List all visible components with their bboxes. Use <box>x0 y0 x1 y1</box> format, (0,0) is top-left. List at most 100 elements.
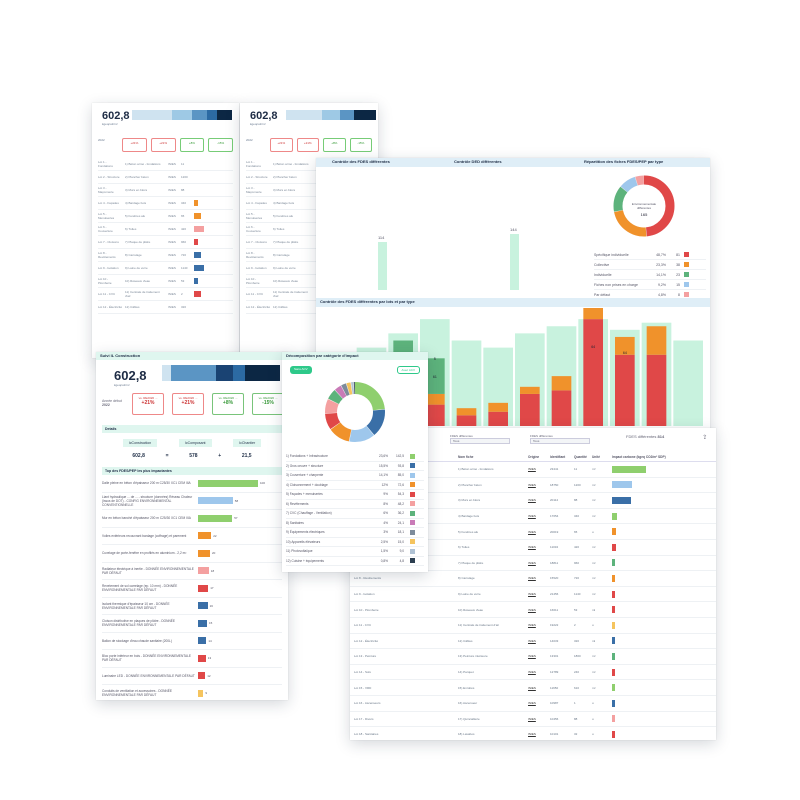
cell-origin-link[interactable]: INIES <box>528 467 536 472</box>
cell-lot: Lot 8 - Revêtements <box>246 251 264 259</box>
cell-origin-link[interactable]: INIES <box>528 623 536 628</box>
cell-origin-link[interactable]: INIES <box>528 607 536 612</box>
cell-origin-link[interactable]: INIES <box>528 701 536 706</box>
cell-qty: 2 <box>181 292 183 296</box>
cell-origin-link[interactable]: INIES <box>528 654 536 659</box>
cell-name: 4) Bardage bois <box>125 201 147 205</box>
column-header[interactable]: Quantité <box>574 455 587 459</box>
cell-name: 4) Bardage bois <box>458 514 480 519</box>
item-label: Bloc porte intérieur en bois - DONNÉE EN… <box>102 654 192 663</box>
table-row[interactable]: Lot 17 - Divers 17) Quincaillerie INIES 104… <box>350 712 716 728</box>
cell-qty: 88 <box>181 188 185 192</box>
table-row[interactable]: Lot 11 - CVC 11) Centrale de traitement d… <box>350 618 716 634</box>
impact-bar <box>612 481 632 489</box>
category-swatch <box>410 491 415 497</box>
panel-title-ded: Contrôle DED différentes <box>454 159 502 164</box>
category-name: 2) Gros oeuvre + structure <box>286 463 324 468</box>
lot-seg-orange <box>551 376 572 391</box>
cell-impact <box>612 528 682 536</box>
cell-origin-link[interactable]: INIES <box>528 732 536 737</box>
stack-seg <box>171 365 217 381</box>
type-name: Spécifique individuelle <box>594 252 629 257</box>
lot-chart-strip <box>316 298 710 307</box>
list-item: Liant hydraulique ... de ... - structure… <box>102 493 282 510</box>
cell-name: 12) Câbles <box>125 305 140 309</box>
cell-lot: Lot 10 - Plomberie <box>354 607 379 612</box>
tab-ic-composant[interactable]: IcComposant <box>178 439 212 447</box>
type-swatch <box>684 262 689 267</box>
cell-lot: Lot 12 - Électricité <box>246 305 271 309</box>
cell-qty: 1140 <box>181 266 188 270</box>
table-row[interactable]: Lot 12 - Électricité 12) Câbles INIES 14033… <box>350 634 716 650</box>
cell-origin-link[interactable]: INIES <box>528 592 536 597</box>
chip-sans-acv[interactable]: Sans ACV <box>290 366 312 374</box>
category-row: 10) Appareils élévateurs 2,5% 15,0 <box>286 538 424 547</box>
table-row[interactable]: Lot 14 - Sols 14) Parquet INIES 12789 240 m² <box>350 665 716 681</box>
formula-component: 578 <box>189 453 198 459</box>
export-icon[interactable]: ⇪ <box>702 435 708 441</box>
cell-lot: Lot 18 - Sanitaires <box>354 732 379 737</box>
chip-avec-acv[interactable]: Avec ACV <box>396 366 420 374</box>
stack-seg <box>322 110 340 120</box>
ic-formula: 602,8 = 578 + 21,5 <box>102 447 282 459</box>
cell-unit: u <box>592 732 594 737</box>
cell-id: 15520 <box>550 576 559 581</box>
formula-plus: + <box>218 453 222 459</box>
table-row[interactable]: Lot 8 - Revêtements 8) Carrelage INIES 1552… <box>350 571 716 587</box>
kpi-stack-bar <box>162 365 280 381</box>
cell-unit: m³ <box>592 467 596 472</box>
impact-value: 12 <box>207 673 211 678</box>
column-header[interactable]: Impact carbone (kgeq CO2/m² SDP) <box>612 455 666 459</box>
table-row: Lot 8 - Revêtements 8) Carrelage INIES 720 <box>98 249 233 262</box>
stack-seg <box>216 365 233 381</box>
variation-box: +21% <box>296 138 319 152</box>
list-item: Dalle pleine en béton d'épaisseur 200 m … <box>102 475 282 493</box>
type-pct: 48,7% <box>656 252 666 257</box>
table-row[interactable]: Lot 9 - Isolation 9) Laine de verre INIES 2… <box>350 587 716 603</box>
impact-bar <box>194 265 204 271</box>
lot-seg-green <box>425 358 445 394</box>
filter-value: Tous <box>533 439 540 443</box>
impact-bar <box>198 619 207 627</box>
column-header[interactable]: Identifiant <box>550 455 566 459</box>
cell-origin-link[interactable]: INIES <box>528 638 536 643</box>
table-row[interactable]: Lot 10 - Plomberie 10) Réseaux d'eau INIES… <box>350 602 716 618</box>
cell-origin-link[interactable]: INIES <box>528 514 536 519</box>
cell-name: 16) Ascenseur <box>458 701 478 706</box>
category-name: 1) Fondations + Infrastructure <box>286 454 328 459</box>
column-header[interactable]: Unité <box>592 455 600 459</box>
cell-origin-link[interactable]: INIES <box>528 545 536 550</box>
cell-origin-link[interactable]: INIES <box>528 670 536 675</box>
cell-origin-link[interactable]: INIES <box>528 498 536 503</box>
cell-origin-link[interactable]: INIES <box>528 716 536 721</box>
cell-origin-link[interactable]: INIES <box>528 529 536 534</box>
type-legend-row: Fiches non prises en charge 9,2% 15 <box>594 280 706 290</box>
variation-box: vs. RE2020 ... +21% <box>132 393 164 415</box>
category-pct: 9% <box>383 492 388 497</box>
cell-origin-link[interactable]: INIES <box>528 482 536 487</box>
tab-ic-construction[interactable]: IcConstruction <box>122 439 158 447</box>
table-row[interactable]: Lot 13 - Peinture 13) Peinture intérieure… <box>350 649 716 665</box>
variation-box: vs. RE2020 ... +21% <box>172 393 204 415</box>
cell-origin-link[interactable]: INIES <box>528 560 536 565</box>
item-label: Revetement de sol carrelage (ep. 10 mm) … <box>102 584 178 593</box>
cell-lot: Lot 17 - Divers <box>354 716 374 721</box>
cell-name: 12) Câbles <box>273 305 288 309</box>
column-header[interactable]: Origine <box>528 455 540 459</box>
lot-seg-red <box>615 354 635 426</box>
category-name: 11) Photovoltaïque <box>286 549 313 554</box>
category-row: 1) Fondations + Infrastructure 23,6% 142,5 <box>286 452 424 462</box>
filter-select[interactable]: Tous <box>530 438 590 444</box>
table-row[interactable]: Lot 15 - VRD 15) Enrobés INIES 11650 610 m² <box>350 680 716 696</box>
column-header[interactable]: Nom fiche <box>458 455 474 459</box>
table-row[interactable]: Lot 16 - Ascenseurs 16) Ascenseur INIES 109… <box>350 696 716 712</box>
filter-select[interactable]: Tous <box>450 438 510 444</box>
cell-origin-link[interactable]: INIES <box>528 685 536 690</box>
category-row: 11) Photovoltaïque 1,5% 9,0 <box>286 547 424 557</box>
cell-unit: m² <box>592 545 596 550</box>
cell-qty: 240 <box>574 670 580 675</box>
table-row[interactable]: Lot 18 - Sanitaires 18) Lavabos INIES 10101… <box>350 727 716 740</box>
cell-name: 6) Tuiles <box>273 227 285 231</box>
cell-origin-link[interactable]: INIES <box>528 576 536 581</box>
tab-ic-chantier[interactable]: IcChantier <box>233 439 262 447</box>
